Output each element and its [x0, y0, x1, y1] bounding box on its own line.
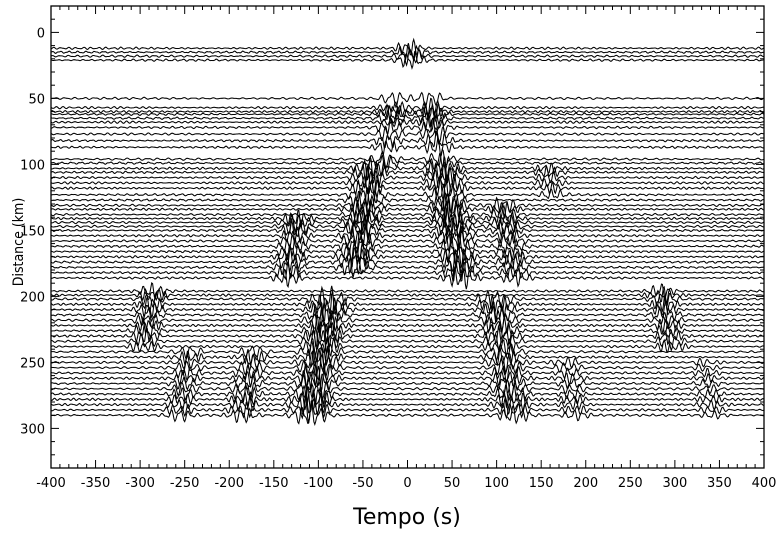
- seismic-trace: [51, 365, 764, 393]
- seismic-trace: [51, 285, 764, 305]
- seismic-trace: [51, 261, 764, 284]
- seismic-trace: [51, 330, 764, 356]
- seismic-trace: [51, 176, 764, 201]
- seismic-trace: [51, 116, 764, 137]
- x-tick-label: 350: [707, 476, 732, 491]
- seismic-trace: [51, 43, 764, 61]
- y-tick-label: 50: [28, 92, 45, 107]
- seismic-trace: [51, 207, 764, 232]
- seismic-trace: [51, 198, 764, 222]
- y-tick-label: 250: [20, 356, 45, 371]
- seismic-trace: [51, 136, 764, 156]
- seismic-trace: [51, 51, 764, 70]
- x-tick-label: -300: [125, 476, 155, 491]
- seismic-trace: [51, 91, 764, 109]
- seismic-trace: [51, 165, 764, 190]
- seismic-trace: [51, 401, 764, 427]
- seismic-trace: [51, 285, 764, 311]
- seismic-trace: [51, 319, 764, 345]
- seismic-trace: [51, 352, 764, 381]
- x-tick-label: 50: [444, 476, 461, 491]
- seismic-trace: [51, 241, 764, 266]
- seismic-trace: [51, 369, 764, 396]
- seismic-trace: [51, 171, 764, 195]
- y-tick-label: 200: [20, 290, 45, 305]
- seismic-trace: [51, 48, 764, 67]
- y-tick-label: 100: [20, 158, 45, 173]
- seismic-trace: [51, 374, 764, 400]
- axes: -400 -350 -300 -250 -200 -150 -100 -50 0 50 100 150…: [20, 6, 776, 491]
- seismic-trace: [51, 249, 764, 275]
- seismic-trace: [51, 254, 764, 279]
- seismic-trace: [51, 340, 764, 367]
- seismic-trace: [51, 152, 764, 172]
- seismic-trace: [51, 348, 764, 378]
- y-tick-label: 0: [37, 26, 45, 41]
- x-tick-label: 300: [662, 476, 687, 491]
- x-tick-label: 100: [484, 476, 509, 491]
- x-tick-label: 150: [529, 476, 554, 491]
- seismic-trace: [51, 125, 764, 145]
- seismic-trace: [51, 187, 764, 214]
- seismic-trace: [51, 297, 764, 325]
- y-tick-label: 300: [20, 422, 45, 437]
- seismic-trace: [51, 223, 764, 248]
- seismic-trace: [51, 191, 764, 218]
- seismic-trace: [51, 161, 764, 185]
- seismic-trace: [51, 113, 764, 133]
- seismic-trace: [51, 154, 764, 181]
- seismic-trace: [51, 217, 764, 241]
- seismic-trace: [51, 228, 764, 254]
- seismic-trace: [51, 392, 764, 417]
- seismic-trace: [51, 335, 764, 358]
- x-tick-label: -350: [81, 476, 111, 491]
- seismic-trace: [51, 107, 764, 129]
- seismic-trace: [51, 382, 764, 409]
- seismic-trace: [51, 244, 764, 269]
- y-tick-label: 150: [20, 224, 45, 239]
- seismic-traces: [51, 37, 764, 427]
- seismic-trace: [51, 305, 764, 334]
- seismic-trace: [51, 212, 764, 238]
- seismic-trace: [51, 233, 764, 261]
- seismic-trace: [51, 346, 764, 370]
- seismic-trace: [51, 282, 764, 300]
- seismic-trace: [51, 265, 764, 290]
- seismic-trace: [51, 314, 764, 337]
- x-axis-title: Tempo (s): [352, 505, 461, 530]
- x-tick-label: -150: [259, 476, 289, 491]
- seismic-trace: [51, 130, 764, 150]
- seismic-trace: [51, 102, 764, 121]
- x-tick-label: 400: [752, 476, 777, 491]
- seismic-trace: [51, 291, 764, 317]
- seismic-trace: [51, 97, 764, 119]
- seismic-trace: [51, 183, 764, 209]
- x-tick-label: -100: [304, 476, 334, 491]
- y-axis-title: Distance (km): [11, 198, 27, 286]
- seismic-trace: [51, 361, 764, 387]
- x-tick-label: 250: [618, 476, 643, 491]
- x-tick-label: -200: [214, 476, 244, 491]
- seismic-trace: [51, 386, 764, 413]
- x-tick-label: -50: [352, 476, 373, 491]
- seismic-trace: [51, 104, 764, 123]
- seismic-trace: [51, 200, 764, 229]
- x-tick-label: 0: [403, 476, 411, 491]
- seismic-trace: [51, 323, 764, 350]
- x-tick-label: 200: [573, 476, 598, 491]
- x-tick-label: -400: [36, 476, 66, 491]
- seismic-trace: [51, 398, 764, 424]
- seismic-trace: [51, 208, 764, 236]
- seismic-trace: [51, 304, 764, 329]
- seismic-trace: [51, 148, 764, 170]
- x-tick-label: -250: [170, 476, 200, 491]
